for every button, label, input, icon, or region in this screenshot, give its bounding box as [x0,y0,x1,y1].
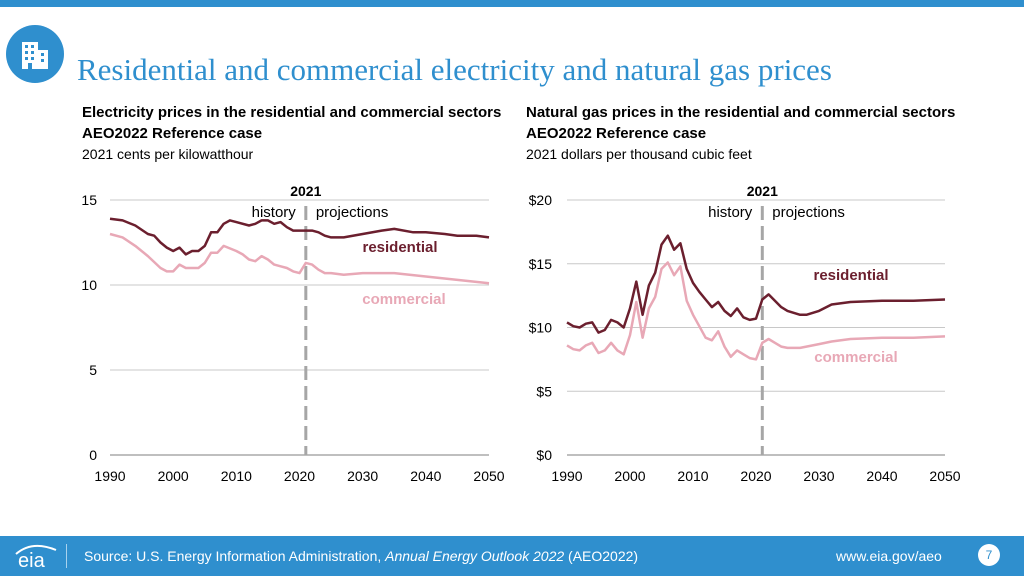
source-suffix: (AEO2022) [564,548,639,564]
electricity-x-tick-label: 2030 [347,468,378,484]
gas-residential-line [566,234,946,334]
footer-divider [66,544,67,568]
website-link[interactable]: www.eia.gov/aeo [836,548,942,564]
gas-x-tick-label: 2020 [740,468,771,484]
gas-chart-title: Natural gas prices in the residential an… [526,104,956,121]
gas-projections-label: projections [772,204,845,221]
electricity-divider-year-label: 2021 [290,183,321,199]
eia-logo-icon: eia [15,544,57,570]
gas-residential-label: residential [813,267,888,284]
gas-x-tick-label: 2050 [929,468,960,484]
electricity-y-tick-label: 10 [81,277,97,293]
electricity-y-tick-label: 5 [89,362,97,378]
gas-chart-units: 2021 dollars per thousand cubic feet [526,146,752,162]
source-note: Source: U.S. Energy Information Administ… [84,548,638,564]
gas-commercial-label: commercial [814,349,897,366]
electricity-projections-label: projections [316,204,389,221]
gas-y-tick-label: $5 [536,383,552,399]
page-number: 7 [978,544,1000,566]
electricity-x-tick-label: 2000 [158,468,189,484]
footer-bar: eia Source: U.S. Energy Information Admi… [0,536,1024,576]
electricity-chart-header: Electricity prices in the residential an… [82,103,512,165]
electricity-x-tick-label: 2040 [410,468,441,484]
gas-commercial-line [566,261,946,361]
gas-y-tick-label: $15 [529,256,553,272]
electricity-residential-label: residential [362,239,437,256]
electricity-chart-subtitle: AEO2022 Reference case [82,124,263,142]
gas-y-tick-label: $20 [529,192,553,208]
gas-x-tick-label: 2040 [866,468,897,484]
electricity-x-tick-label: 1990 [94,468,125,484]
electricity-x-tick-label: 2020 [284,468,315,484]
top-accent-bar [0,0,1024,7]
electricity-chart-units: 2021 cents per kilowatthour [82,146,254,162]
gas-history-label: history [708,204,753,221]
gas-y-tick-label: $0 [536,447,552,463]
electricity-history-label: history [252,204,297,221]
gas-y-tick-label: $10 [529,320,553,336]
electricity-residential-line [109,217,490,256]
electricity-x-tick-label: 2010 [221,468,252,484]
gas-x-tick-label: 1990 [551,468,582,484]
building-icon [6,25,64,83]
gas-chart-header: Natural gas prices in the residential an… [526,103,956,165]
gas-chart-subtitle: AEO2022 Reference case [526,124,707,142]
electricity-commercial-line [109,232,490,285]
eia-logo-text: eia [18,550,46,570]
electricity-y-tick-label: 0 [89,447,97,463]
source-prefix: Source: U.S. Energy Information Administ… [84,548,386,564]
electricity-x-tick-label: 2050 [473,468,504,484]
gas-x-tick-label: 2000 [614,468,645,484]
electricity-chart-title: Electricity prices in the residential an… [82,104,502,121]
source-report-title: Annual Energy Outlook 2022 [385,548,565,564]
gas-divider-year-label: 2021 [747,183,778,199]
gas-x-tick-label: 2030 [803,468,834,484]
electricity-y-tick-label: 15 [81,192,97,208]
page-title: Residential and commercial electricity a… [77,52,832,87]
electricity-commercial-label: commercial [362,291,445,308]
gas-x-tick-label: 2010 [677,468,708,484]
